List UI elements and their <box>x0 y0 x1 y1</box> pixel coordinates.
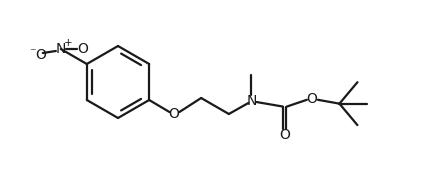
Text: +: + <box>64 38 72 48</box>
Text: O: O <box>280 128 290 142</box>
Text: O: O <box>35 48 46 62</box>
Text: N: N <box>56 42 66 56</box>
Text: ⁻: ⁻ <box>29 46 36 59</box>
Text: O: O <box>77 42 88 56</box>
Text: N: N <box>246 94 257 108</box>
Text: O: O <box>306 92 317 106</box>
Text: O: O <box>168 107 179 121</box>
